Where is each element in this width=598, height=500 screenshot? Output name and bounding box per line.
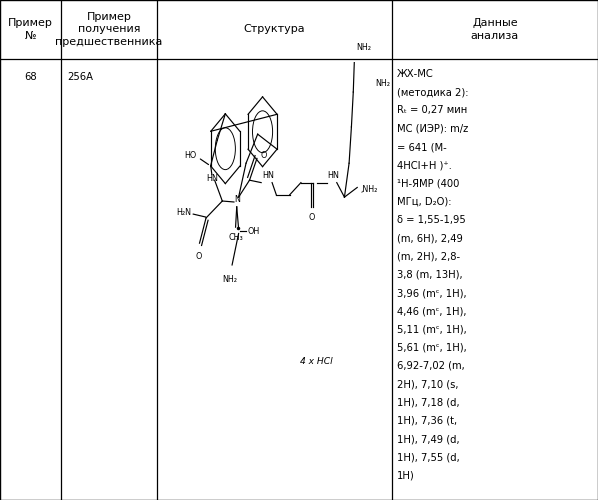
Text: δ = 1,55-1,95: δ = 1,55-1,95 — [397, 215, 466, 225]
Text: 256A: 256A — [67, 72, 93, 82]
Text: H: H — [206, 174, 212, 184]
Text: 1H), 7,18 (d,: 1H), 7,18 (d, — [397, 398, 460, 407]
Text: ЖХ-МС: ЖХ-МС — [397, 69, 434, 79]
Text: H: H — [328, 171, 333, 180]
Text: 1H), 7,49 (d,: 1H), 7,49 (d, — [397, 434, 460, 444]
Text: МГц, D₂O):: МГц, D₂O): — [397, 196, 451, 207]
Text: (m, 2H), 2,8-: (m, 2H), 2,8- — [397, 252, 460, 262]
Text: NH₂: NH₂ — [356, 44, 371, 52]
Text: Rₜ = 0,27 мин: Rₜ = 0,27 мин — [397, 106, 467, 116]
Text: 68: 68 — [24, 72, 37, 82]
Text: 6,92-7,02 (m,: 6,92-7,02 (m, — [397, 361, 465, 371]
Text: N: N — [267, 171, 273, 180]
Text: Данные
анализа: Данные анализа — [471, 18, 519, 40]
Text: 3,8 (m, 13H),: 3,8 (m, 13H), — [397, 270, 463, 280]
Text: 2H), 7,10 (s,: 2H), 7,10 (s, — [397, 379, 459, 389]
Text: МС (ИЭР): m/z: МС (ИЭР): m/z — [397, 124, 468, 134]
Text: (m, 6H), 2,49: (m, 6H), 2,49 — [397, 233, 463, 243]
Text: H₂N: H₂N — [176, 208, 191, 216]
Text: H: H — [263, 171, 268, 180]
Text: 5,11 (mᶜ, 1H),: 5,11 (mᶜ, 1H), — [397, 324, 467, 334]
Text: NH₂: NH₂ — [376, 79, 390, 88]
Text: 5,61 (mᶜ, 1H),: 5,61 (mᶜ, 1H), — [397, 343, 467, 353]
Text: N: N — [332, 171, 338, 180]
Text: ,NH₂: ,NH₂ — [360, 186, 377, 194]
Text: OH: OH — [248, 226, 260, 235]
Text: 1H), 7,36 (t,: 1H), 7,36 (t, — [397, 416, 457, 426]
Text: N: N — [234, 195, 240, 204]
Text: 1H): 1H) — [397, 470, 415, 480]
Text: = 641 (M-: = 641 (M- — [397, 142, 447, 152]
Text: Пример
получения
предшественника: Пример получения предшественника — [55, 12, 163, 47]
Text: Структура: Структура — [243, 24, 305, 34]
Text: O: O — [195, 252, 202, 261]
Text: 1H), 7,55 (d,: 1H), 7,55 (d, — [397, 452, 460, 462]
Text: N: N — [212, 174, 218, 184]
Text: O: O — [261, 152, 267, 160]
Text: 3,96 (mᶜ, 1H),: 3,96 (mᶜ, 1H), — [397, 288, 466, 298]
Text: (методика 2):: (методика 2): — [397, 87, 469, 97]
Text: NH₂: NH₂ — [222, 274, 237, 283]
Text: Пример
№: Пример № — [8, 18, 53, 40]
Text: O: O — [309, 212, 315, 222]
Text: 4,46 (mᶜ, 1H),: 4,46 (mᶜ, 1H), — [397, 306, 466, 316]
Text: 4 x HCl: 4 x HCl — [300, 358, 332, 366]
Text: CH₃: CH₃ — [228, 233, 243, 242]
Text: ¹H-ЯМР (400: ¹H-ЯМР (400 — [397, 178, 459, 188]
Text: 4HCl+H )⁺.: 4HCl+H )⁺. — [397, 160, 452, 170]
Text: HO: HO — [184, 151, 196, 160]
